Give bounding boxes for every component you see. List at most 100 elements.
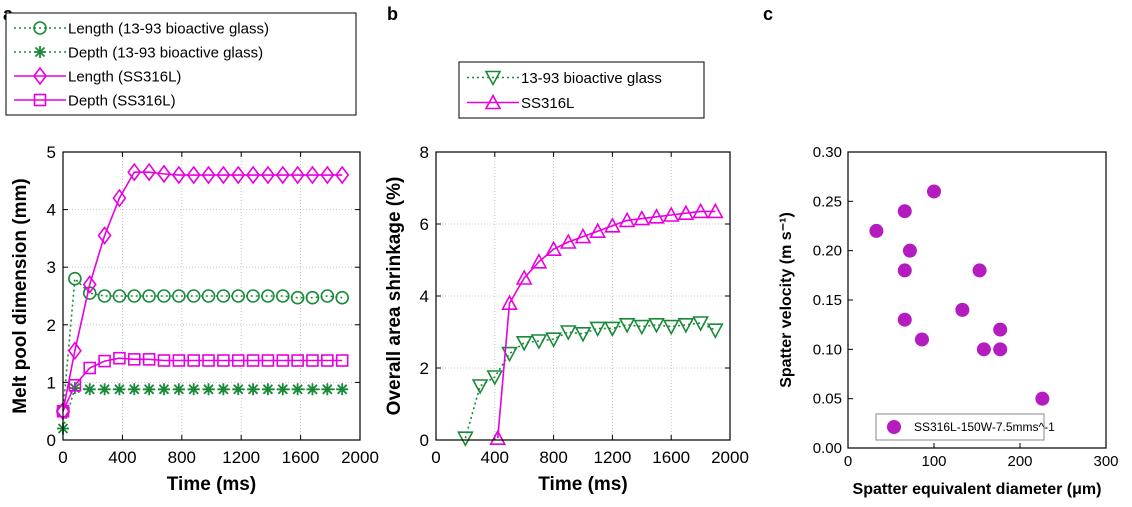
legend-marker: [33, 21, 47, 35]
y-tick-label: 2: [47, 316, 56, 335]
data-point: [201, 165, 216, 185]
data-point: [976, 342, 991, 357]
x-tick-label: 300: [1093, 453, 1118, 470]
data-point: [927, 184, 941, 199]
data-point: [172, 383, 185, 396]
data-point: [171, 165, 186, 185]
data-point: [692, 316, 709, 332]
data-point: [275, 289, 290, 303]
data-point: [260, 165, 275, 185]
plot-frame: [435, 151, 731, 441]
data-point: [231, 165, 246, 185]
y-tick-label: 0.25: [813, 193, 842, 210]
data-point: [559, 325, 577, 341]
data-point: [589, 222, 607, 238]
data-point: [618, 211, 636, 228]
data-point: [515, 269, 533, 285]
data-point: [574, 227, 592, 244]
data-point: [972, 263, 987, 278]
data-point: [530, 334, 548, 350]
x-tick-label: 1600: [652, 448, 690, 467]
data-point: [217, 383, 230, 396]
data-point: [530, 253, 548, 269]
data-point: [706, 202, 724, 219]
data-point: [604, 217, 621, 233]
data-point: [692, 202, 709, 219]
y-tick-label: 5: [47, 143, 56, 162]
data-point: [305, 290, 320, 305]
legend-box: [5, 12, 357, 116]
panel-c-letter: c: [763, 4, 773, 24]
legend-marker: [887, 420, 901, 434]
data-point: [68, 382, 81, 395]
x-tick-label: 400: [481, 448, 509, 467]
y-tick-label: 0.05: [813, 391, 842, 408]
y-tick-label: 0.20: [813, 243, 842, 260]
data-point: [113, 351, 126, 365]
data-point: [246, 165, 261, 185]
x-tick-label: 1600: [282, 448, 320, 467]
data-point: [335, 354, 349, 367]
legend-label: Length (13-93 bioactive glass): [68, 21, 269, 38]
chart-c: 0 100 200 300 0.00 0.05 0.10 0.15 0.20 0.25 0.30 SS…: [778, 144, 1119, 498]
data-point: [897, 312, 912, 327]
data-point: [201, 289, 216, 303]
data-point: [143, 383, 156, 396]
data-point: [559, 233, 577, 249]
data-point: [232, 383, 245, 396]
data-point: [471, 379, 489, 395]
data-point: [186, 289, 201, 303]
data-point: [993, 342, 1008, 357]
x-tick-label: 0: [431, 448, 440, 467]
x-tick-label: 800: [539, 448, 567, 467]
data-point: [231, 289, 246, 303]
y-tick-label: 0.30: [813, 144, 842, 161]
data-point: [706, 323, 724, 339]
x-tick-label: 0: [844, 453, 852, 470]
legend-label: Length (SS316L): [68, 69, 181, 86]
x-axis-label: Time (ms): [167, 474, 256, 495]
legend-box: [875, 413, 1045, 441]
data-point: [335, 165, 350, 185]
data-point: [202, 383, 215, 396]
data-point: [574, 326, 592, 343]
series-line: [62, 357, 343, 412]
data-point: [67, 341, 82, 361]
data-point: [261, 383, 274, 396]
data-point: [897, 263, 912, 278]
x-tick-label: 800: [168, 448, 196, 467]
data-point: [247, 383, 260, 396]
data-point: [142, 289, 156, 303]
y-tick-label: 1: [47, 373, 56, 392]
data-point: [82, 275, 97, 294]
data-point: [172, 354, 186, 367]
y-axis-label: Spatter velocity (m s⁻¹): [778, 212, 795, 388]
series-line: [62, 276, 343, 412]
legend-marker: [33, 66, 47, 86]
data-point: [604, 321, 621, 338]
data-point: [157, 354, 171, 367]
data-point: [97, 289, 112, 303]
legend-marker: [484, 93, 502, 110]
legend: SS316L-150W-7.5mms^-1: [875, 413, 1055, 441]
data-point: [306, 354, 319, 367]
data-point: [955, 302, 970, 317]
x-tick-label: 400: [108, 448, 136, 467]
legend-label: Depth (SS316L): [68, 93, 176, 110]
data-point: [897, 204, 912, 219]
data-point: [83, 383, 96, 396]
data-point: [157, 383, 170, 396]
data-point: [276, 383, 289, 396]
series-line: [496, 210, 716, 439]
series-line: [464, 322, 716, 439]
data-point: [662, 319, 680, 336]
x-axis-label: Spatter equivalent diameter (μm): [853, 481, 1102, 498]
data-point: [321, 354, 334, 367]
data-point: [98, 354, 111, 368]
legend: Length (13-93 bioactive glass) Depth (13-…: [5, 12, 357, 116]
y-tick-label: 8: [420, 143, 429, 162]
data-point: [172, 289, 186, 303]
data-point: [677, 204, 695, 220]
legend-label: SS316L-150W-7.5mms^-1: [914, 420, 1055, 434]
